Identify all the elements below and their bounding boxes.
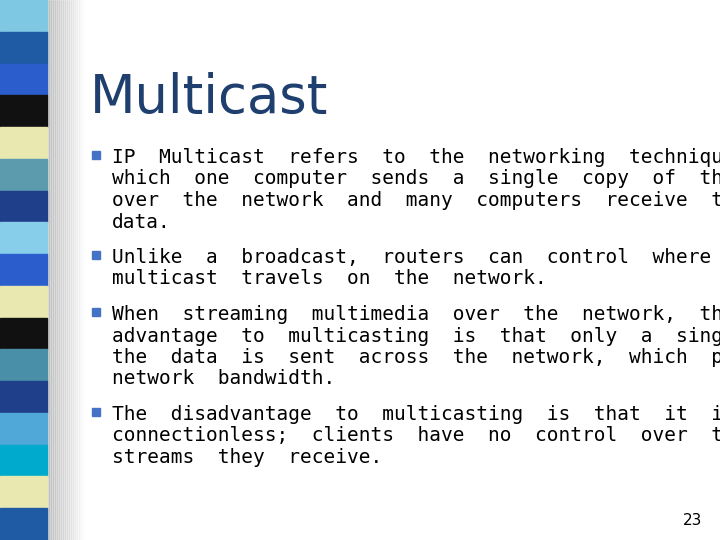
Bar	[57, 0, 59, 540]
Text: data.: data.	[112, 213, 171, 232]
Bar	[47, 0, 49, 540]
Bar	[51, 0, 53, 540]
Bar	[92, 251, 100, 259]
Bar	[49, 0, 51, 540]
Bar	[0, 32, 47, 64]
Bar	[59, 0, 61, 540]
Bar	[0, 381, 47, 413]
Bar	[61, 0, 63, 540]
Bar	[73, 0, 75, 540]
Bar	[65, 0, 67, 540]
Bar	[55, 0, 57, 540]
Text: advantage  to  multicasting  is  that  only  a  single  copy  of: advantage to multicasting is that only a…	[112, 327, 720, 346]
Text: over  the  network  and  many  computers  receive  that: over the network and many computers rece…	[112, 191, 720, 210]
Bar	[75, 0, 77, 540]
Bar	[92, 308, 100, 316]
Bar	[0, 349, 47, 381]
Bar	[63, 0, 65, 540]
Text: which  one  computer  sends  a  single  copy  of  the  data: which one computer sends a single copy o…	[112, 170, 720, 188]
Text: streams  they  receive.: streams they receive.	[112, 448, 382, 467]
Bar	[0, 0, 47, 32]
Bar	[0, 445, 47, 476]
Bar	[0, 254, 47, 286]
Text: multicast  travels  on  the  network.: multicast travels on the network.	[112, 269, 546, 288]
Text: When  streaming  multimedia  over  the  network,  the: When streaming multimedia over the netwo…	[112, 305, 720, 324]
Bar	[0, 222, 47, 254]
Bar	[53, 0, 55, 540]
Bar	[0, 191, 47, 222]
Bar	[0, 159, 47, 191]
Bar	[81, 0, 83, 540]
Bar	[69, 0, 71, 540]
Bar	[0, 476, 47, 508]
Bar	[67, 0, 69, 540]
Bar	[0, 508, 47, 540]
Text: Multicast: Multicast	[90, 72, 328, 124]
Bar	[0, 95, 47, 127]
Bar	[92, 151, 100, 159]
Bar	[0, 64, 47, 95]
Bar	[0, 318, 47, 349]
Bar	[77, 0, 79, 540]
Bar	[0, 413, 47, 445]
Text: 23: 23	[683, 513, 702, 528]
Text: the  data  is  sent  across  the  network,  which  preserves: the data is sent across the network, whi…	[112, 348, 720, 367]
Text: The  disadvantage  to  multicasting  is  that  it  is: The disadvantage to multicasting is that…	[112, 405, 720, 424]
Text: Unlike  a  broadcast,  routers  can  control  where  a: Unlike a broadcast, routers can control …	[112, 248, 720, 267]
Bar	[92, 408, 100, 416]
Bar	[0, 127, 47, 159]
Bar	[79, 0, 81, 540]
Bar	[0, 286, 47, 318]
Text: network  bandwidth.: network bandwidth.	[112, 369, 336, 388]
Text: connectionless;  clients  have  no  control  over  the: connectionless; clients have no control …	[112, 427, 720, 446]
Text: IP  Multicast  refers  to  the  networking  technique  in: IP Multicast refers to the networking te…	[112, 148, 720, 167]
Bar	[71, 0, 73, 540]
